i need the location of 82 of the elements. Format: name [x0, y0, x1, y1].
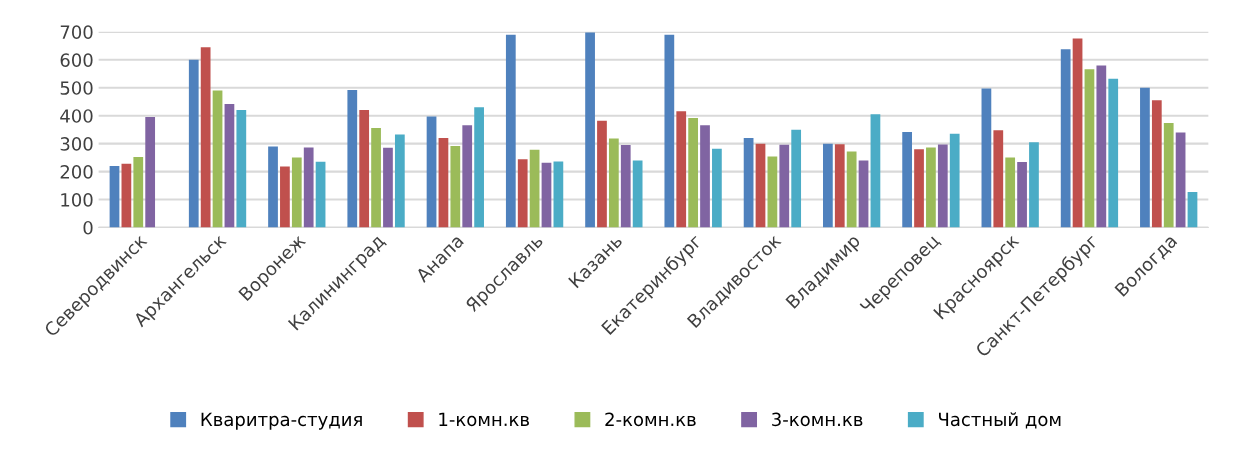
bar — [823, 143, 833, 228]
bar — [315, 161, 326, 228]
y-tick-label: 0 — [83, 220, 93, 235]
legend-label: 1-комн.кв — [439, 412, 529, 427]
bar — [688, 117, 698, 228]
bar — [200, 47, 211, 228]
bar — [834, 144, 845, 228]
bar — [1084, 69, 1095, 228]
legend-label: 2-комн.кв — [605, 412, 696, 427]
bar — [926, 147, 936, 228]
bar — [1108, 78, 1119, 228]
bar — [1151, 100, 1162, 228]
bar — [597, 120, 607, 228]
bar — [779, 144, 790, 228]
bar — [1029, 142, 1039, 228]
bar — [608, 138, 619, 228]
y-tick-label: 400 — [60, 109, 93, 123]
bar — [949, 133, 960, 228]
bar — [791, 129, 802, 228]
bar — [676, 111, 687, 228]
bar — [347, 89, 358, 228]
bar — [145, 117, 156, 228]
bar — [1096, 65, 1107, 228]
y-tick-label: 600 — [60, 53, 93, 67]
bar — [664, 34, 675, 228]
bar — [426, 116, 437, 228]
bar — [712, 148, 722, 228]
y-tick-label: 500 — [60, 81, 93, 95]
y-tick-label: 300 — [60, 137, 93, 151]
bar — [224, 103, 235, 228]
bar — [394, 134, 405, 228]
bar — [517, 159, 528, 228]
bar — [291, 157, 302, 228]
bar — [438, 138, 449, 228]
bar — [280, 166, 290, 228]
bar — [981, 88, 992, 228]
bar — [383, 147, 393, 228]
bar — [1005, 157, 1016, 228]
y-tick-label: 700 — [60, 25, 93, 39]
legend-label: 3-комн.кв — [772, 412, 863, 427]
legend-label: Частный дом — [939, 412, 1061, 429]
bar — [529, 149, 540, 228]
legend-label: Кваритра-студия — [201, 412, 362, 430]
bar — [620, 145, 631, 228]
bar — [236, 110, 247, 228]
bar — [755, 143, 766, 228]
bar — [743, 138, 754, 228]
bar — [541, 162, 552, 228]
bar — [1060, 49, 1071, 228]
bar — [462, 125, 473, 228]
bar — [505, 34, 516, 228]
bar — [474, 107, 484, 228]
bar — [109, 166, 120, 228]
bar — [767, 156, 778, 228]
bar — [450, 145, 461, 228]
bar — [359, 110, 370, 228]
bar — [937, 144, 948, 228]
bar — [1140, 87, 1150, 228]
bar — [1187, 192, 1198, 228]
y-tick-label: 100 — [61, 193, 93, 207]
bar — [914, 149, 924, 228]
bar — [1072, 38, 1083, 228]
bar — [870, 114, 881, 228]
bar — [1175, 132, 1186, 228]
bar — [303, 147, 314, 228]
bar — [858, 160, 869, 228]
bar — [268, 146, 278, 228]
bar — [553, 161, 564, 228]
y-tick-label: 200 — [60, 165, 93, 179]
bar — [1163, 122, 1174, 228]
bar — [902, 131, 913, 228]
bar — [700, 125, 710, 228]
bar — [371, 128, 381, 228]
bar — [188, 59, 199, 228]
bar — [632, 160, 643, 228]
bar — [993, 130, 1004, 228]
bar — [212, 90, 223, 228]
bar — [585, 32, 595, 228]
bar — [1017, 162, 1027, 228]
bar — [133, 157, 144, 228]
bar — [121, 163, 132, 228]
bar — [846, 151, 857, 228]
